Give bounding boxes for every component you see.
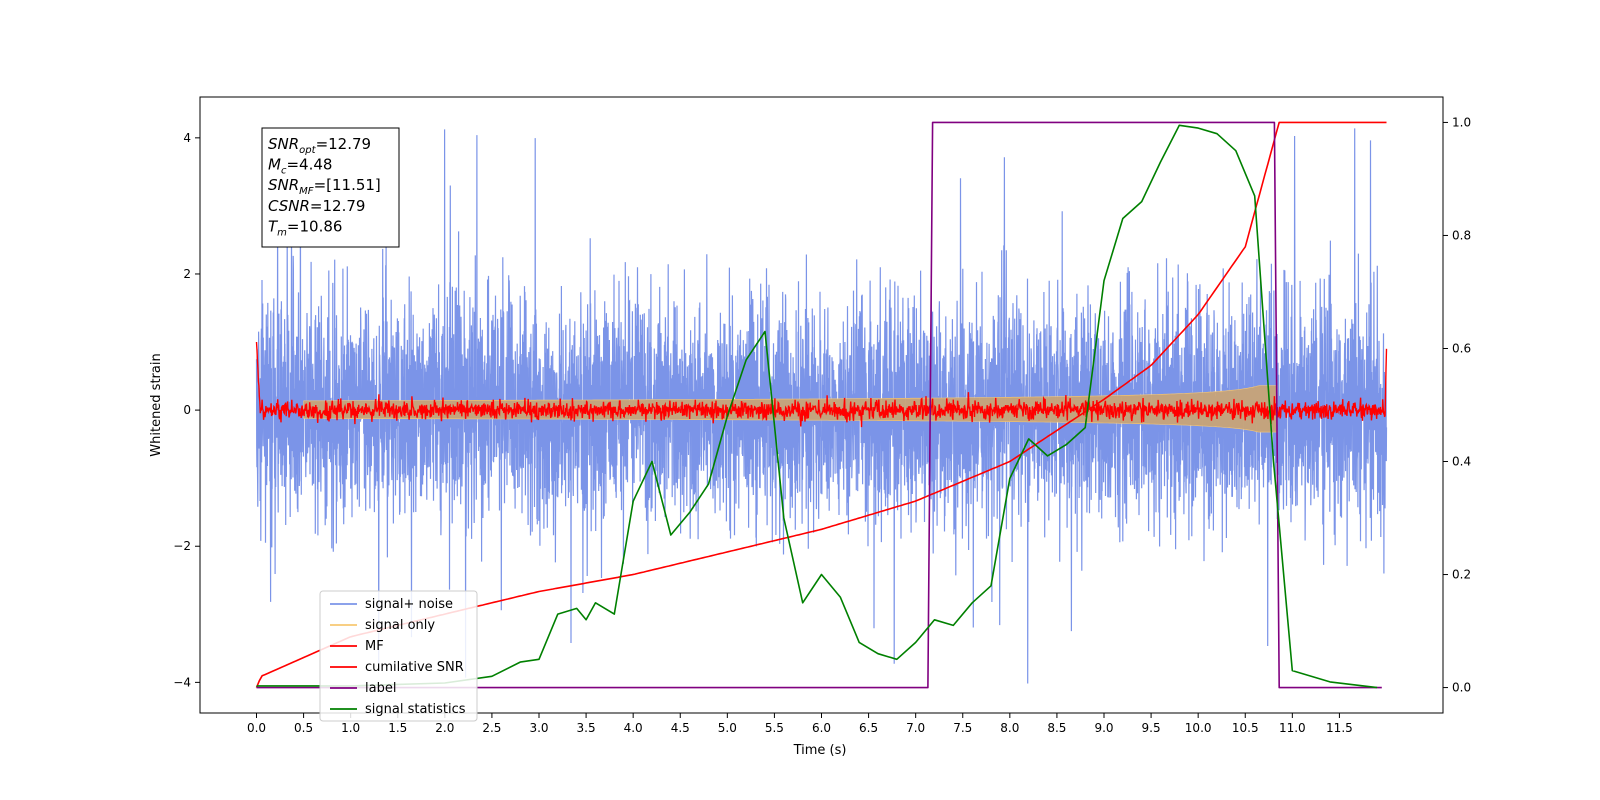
series-layer [255,121,1388,689]
series-mf-line [255,341,1388,428]
y-left-tick-label: 2 [183,267,191,281]
info-box: SNRopt=12.79Mc=4.48SNRMF=[11.51]CSNR=12.… [261,127,400,248]
legend-label: label [365,681,396,696]
x-tick-label: 5.0 [718,721,737,735]
y-right-tick-label: 1.0 [1452,115,1471,129]
y-axis-label: Whitened strain [149,353,164,456]
y-axis-left: 4 2 0 −2 −4 [173,131,200,689]
info-box-line: Mc=4.48 [268,156,332,177]
y-left-tick-label: 0 [183,403,191,417]
y-right-tick-label: 0.0 [1452,681,1471,695]
y-right-tick-label: 0.2 [1452,568,1471,582]
info-box-line: SNRMF=[11.51] [268,176,381,197]
legend: signal+ noise signal only MF cumilative SNR… [319,590,478,722]
legend-label: MF [365,639,384,654]
info-box-line: CSNR=12.79 [268,197,365,215]
y-right-tick-label: 0.8 [1452,228,1471,242]
x-tick-label: 9.5 [1142,721,1161,735]
legend-label: cumilative SNR [365,660,464,675]
x-tick-label: 4.0 [624,721,643,735]
x-tick-label: 1.5 [388,721,407,735]
x-tick-label: 3.5 [577,721,596,735]
y-axis-right: 1.0 0.8 0.6 0.4 0.2 0.0 [1443,115,1471,695]
info-box-frame [261,127,400,248]
x-axis-label: Time (s) [793,743,847,758]
x-tick-label: 2.5 [482,721,501,735]
x-tick-label: 0.5 [294,721,313,735]
series-signal-statistics-line [256,124,1378,689]
x-tick-label: 10.0 [1185,721,1212,735]
y-right-tick-label: 0.6 [1452,341,1471,355]
legend-label: signal only [365,618,435,633]
legend-label: signal+ noise [365,597,453,612]
x-tick-label: 8.5 [1047,721,1066,735]
x-tick-label: 1.0 [341,721,360,735]
x-axis: 0.0 0.5 1.0 1.5 2.0 2.5 3.0 3.5 4.0 4.5 5.0 5.5 6.0 6… [247,713,1353,735]
series-signal-noise-line [255,128,1388,684]
x-tick-label: 0.0 [247,721,266,735]
x-tick-label: 5.5 [765,721,784,735]
x-tick-label: 9.0 [1094,721,1113,735]
y-left-tick-label: 4 [183,131,191,145]
x-tick-label: 4.5 [671,721,690,735]
x-tick-label: 6.5 [859,721,878,735]
info-box-line: SNRopt=12.79 [268,135,371,156]
legend-label: signal statistics [365,702,466,717]
legend-frame [319,590,478,722]
info-box-line: Tm=10.86 [268,217,342,238]
x-tick-label: 11.0 [1279,721,1306,735]
y-left-tick-label: −2 [173,539,191,553]
x-tick-label: 6.0 [812,721,831,735]
x-tick-label: 3.0 [529,721,548,735]
x-tick-label: 8.0 [1000,721,1019,735]
y-left-tick-label: −4 [173,675,191,689]
x-tick-label: 7.5 [953,721,972,735]
x-tick-label: 7.0 [906,721,925,735]
y-right-tick-label: 0.4 [1452,455,1471,469]
series-label-line [256,121,1382,689]
x-tick-label: 2.0 [435,721,454,735]
x-tick-label: 11.5 [1326,721,1353,735]
x-tick-label: 10.5 [1232,721,1259,735]
